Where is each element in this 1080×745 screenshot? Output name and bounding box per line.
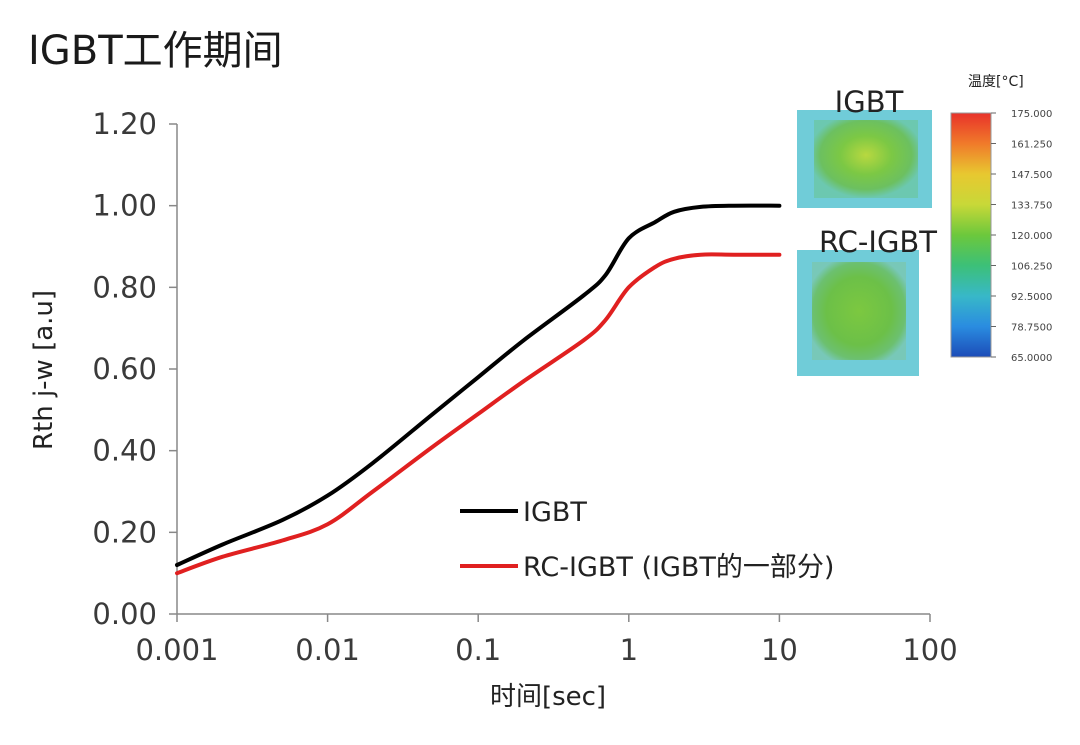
thermal-map-rc-igbt — [797, 250, 919, 376]
colorbar-title: 温度[°C] — [968, 74, 1024, 90]
series-line-igbt — [175, 203, 782, 567]
x-tick-labels: 0.001 0.01 0.1 1 10 100 — [135, 633, 957, 667]
x-tick-label: 1 — [620, 633, 638, 667]
thermal-map-label-rc-igbt: RC-IGBT — [819, 225, 937, 259]
y-tick-label: 0.20 — [92, 515, 157, 549]
colorbar-tick-label: 133.750 — [1011, 201, 1052, 212]
colorbar-tick-label: 65.0000 — [1011, 353, 1052, 364]
x-tick-label: 0.01 — [295, 633, 360, 667]
chart-axes — [169, 123, 931, 622]
colorbar-tick-label: 78.7500 — [1011, 323, 1052, 334]
x-tick-label: 100 — [902, 633, 957, 667]
thermal-map-igbt — [797, 110, 932, 208]
x-tick-label: 0.001 — [135, 633, 218, 667]
colorbar-tick-label: 106.250 — [1011, 262, 1052, 273]
x-tick-label: 0.1 — [455, 633, 501, 667]
colorbar-tick-label: 147.500 — [1011, 170, 1052, 181]
y-tick-label: 1.20 — [92, 107, 157, 141]
series-line-rc-igbt — [175, 252, 782, 576]
colorbar-tick-label: 175.000 — [1011, 109, 1052, 120]
y-axis-label: Rth j-w [a.u] — [29, 290, 59, 450]
legend: IGBT RC-IGBT (IGBT的一部分) — [460, 497, 834, 583]
legend-label-igbt: IGBT — [523, 497, 587, 528]
series-lines — [175, 203, 782, 576]
colorbar-tick-labels: 175.000 161.250 147.500 133.750 120.000 106.2… — [1011, 109, 1052, 364]
colorbar-tick-label: 120.000 — [1011, 231, 1052, 242]
y-tick-label: 1.00 — [92, 189, 157, 223]
x-tick-label: 10 — [761, 633, 798, 667]
x-axis-label: 时间[sec] — [490, 682, 606, 712]
legend-label-rc-igbt: RC-IGBT (IGBT的一部分) — [523, 552, 834, 583]
colorbar-gradient — [950, 112, 992, 358]
temperature-colorbar — [950, 112, 996, 358]
y-tick-label: 0.00 — [92, 597, 157, 631]
y-tick-label: 0.60 — [92, 352, 157, 386]
y-tick-label: 0.40 — [92, 434, 157, 468]
colorbar-tick-label: 92.5000 — [1011, 292, 1052, 303]
thermal-map-label-igbt: IGBT — [835, 85, 904, 119]
y-tick-labels: 0.00 0.20 0.40 0.60 0.80 1.00 1.20 — [92, 107, 157, 631]
y-tick-label: 0.80 — [92, 270, 157, 304]
colorbar-tick-label: 161.250 — [1011, 140, 1052, 151]
page-title: IGBT工作期间 — [28, 28, 283, 74]
